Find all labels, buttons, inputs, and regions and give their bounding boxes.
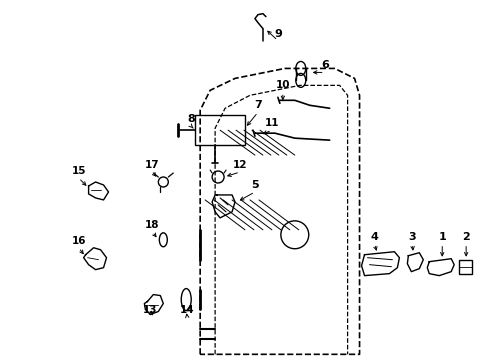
Text: 12: 12 xyxy=(232,160,247,170)
Text: 1: 1 xyxy=(437,232,445,242)
Text: 8: 8 xyxy=(187,114,195,124)
Text: 6: 6 xyxy=(320,60,328,71)
Text: 3: 3 xyxy=(407,232,415,242)
Text: 9: 9 xyxy=(273,28,281,39)
Text: 10: 10 xyxy=(275,80,289,90)
Text: 13: 13 xyxy=(143,306,157,315)
Text: 4: 4 xyxy=(370,232,378,242)
Bar xyxy=(195,115,244,145)
Text: 2: 2 xyxy=(461,232,469,242)
Text: 16: 16 xyxy=(71,236,86,246)
Bar xyxy=(458,260,471,274)
Text: 14: 14 xyxy=(180,306,194,315)
Text: 5: 5 xyxy=(251,180,258,190)
Text: 18: 18 xyxy=(145,220,159,230)
Text: 15: 15 xyxy=(71,166,86,176)
Text: 7: 7 xyxy=(254,100,261,110)
Text: 17: 17 xyxy=(145,160,160,170)
Text: 11: 11 xyxy=(264,118,279,128)
